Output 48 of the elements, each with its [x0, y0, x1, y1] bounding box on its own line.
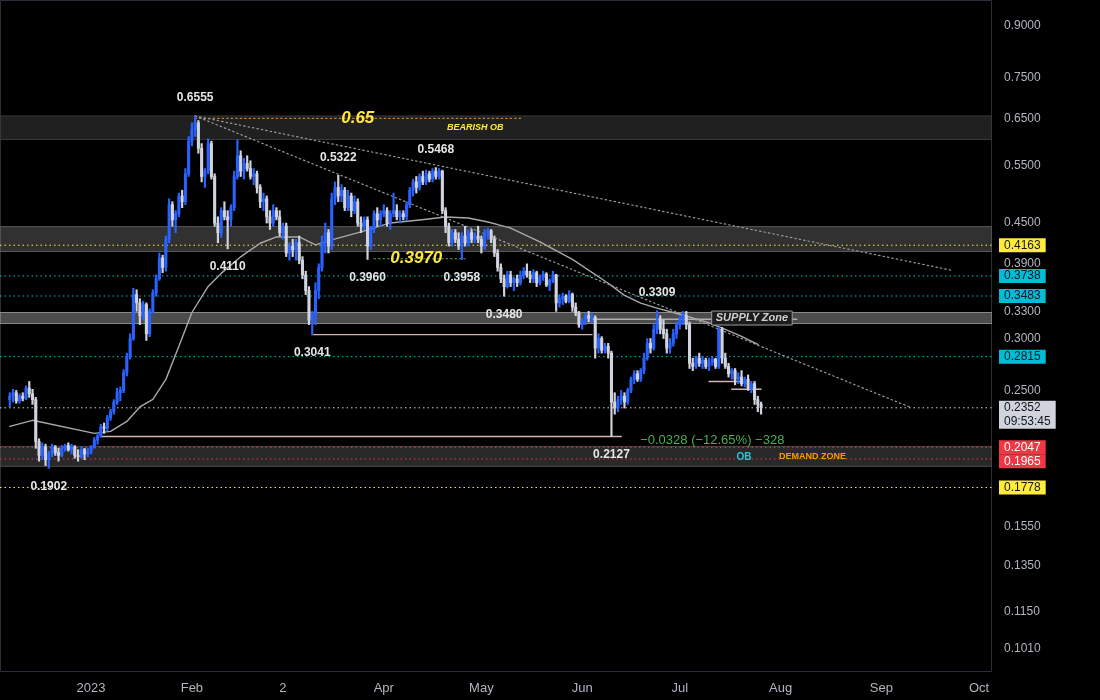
y-tick-label: 0.5500 — [1004, 158, 1042, 173]
x-tick-label: Sep — [869, 680, 893, 696]
x-tick-label: Oct — [968, 680, 990, 696]
y-tick-label: 0.1550 — [1004, 518, 1042, 533]
x-tick-label: May — [469, 680, 495, 696]
annotation: 0.65 — [341, 108, 375, 128]
y-tick-label: 0.1150 — [1004, 603, 1041, 618]
band-label: SUPPLY Zone — [715, 311, 789, 324]
y-tick-label: 0.1350 — [1004, 558, 1042, 573]
ref-line-label: 0.1965 — [1004, 453, 1042, 468]
annotation: 0.3960 — [349, 269, 387, 284]
y-tick-label: 0.6500 — [1004, 110, 1042, 125]
ref-line-label: 0.3483 — [1004, 288, 1042, 303]
x-tick-label: Jun — [571, 680, 593, 696]
x-tick-label: 2023 — [76, 680, 106, 696]
annotation: 0.3309 — [638, 284, 676, 299]
annotation: 0.3958 — [443, 269, 481, 284]
ref-line-label: 0.2815 — [1004, 348, 1042, 363]
annotation: 0.1902 — [30, 478, 68, 493]
ref-line-label: 0.2047 — [1004, 439, 1042, 454]
y-tick-label: 0.9000 — [1004, 18, 1042, 33]
x-tick-label: Feb — [180, 680, 204, 696]
x-tick-label: Jul — [671, 680, 689, 696]
ref-line-label: 0.2352 09:53:45 — [1004, 400, 1052, 429]
ref-line-label: 0.1778 — [1004, 479, 1042, 494]
x-tick-label: 2 — [279, 680, 287, 696]
y-tick-label: 0.3300 — [1004, 303, 1042, 318]
band-label: BEARISH OB — [446, 122, 504, 133]
x-tick-label: Apr — [373, 680, 395, 696]
y-tick-label: 0.1010 — [1004, 640, 1042, 655]
annotation: 0.3041 — [293, 344, 331, 359]
y-tick-label: 0.3900 — [1004, 256, 1042, 271]
y-tick-label: 0.2500 — [1004, 382, 1042, 397]
band-label: DEMAND ZONE — [778, 450, 846, 461]
x-tick-label: Aug — [769, 680, 793, 696]
annotation: 0.5322 — [319, 149, 357, 164]
y-tick-label: 0.4500 — [1004, 215, 1042, 230]
ref-line-label: 0.4163 — [1004, 237, 1042, 252]
annotation: −0.0328 (−12.65%) −328 — [640, 431, 785, 447]
annotation: 0.3480 — [485, 306, 523, 321]
y-tick-label: 0.7500 — [1004, 69, 1042, 84]
y-tick-label: 0.3000 — [1004, 330, 1042, 345]
annotation: OB — [736, 450, 752, 462]
ref-line-label: 0.3738 — [1004, 268, 1042, 283]
annotation: 0.5468 — [417, 141, 455, 156]
annotation: 0.6555 — [176, 90, 214, 105]
annotation: 0.2127 — [593, 446, 631, 461]
annotation: 0.3970 — [390, 248, 443, 268]
